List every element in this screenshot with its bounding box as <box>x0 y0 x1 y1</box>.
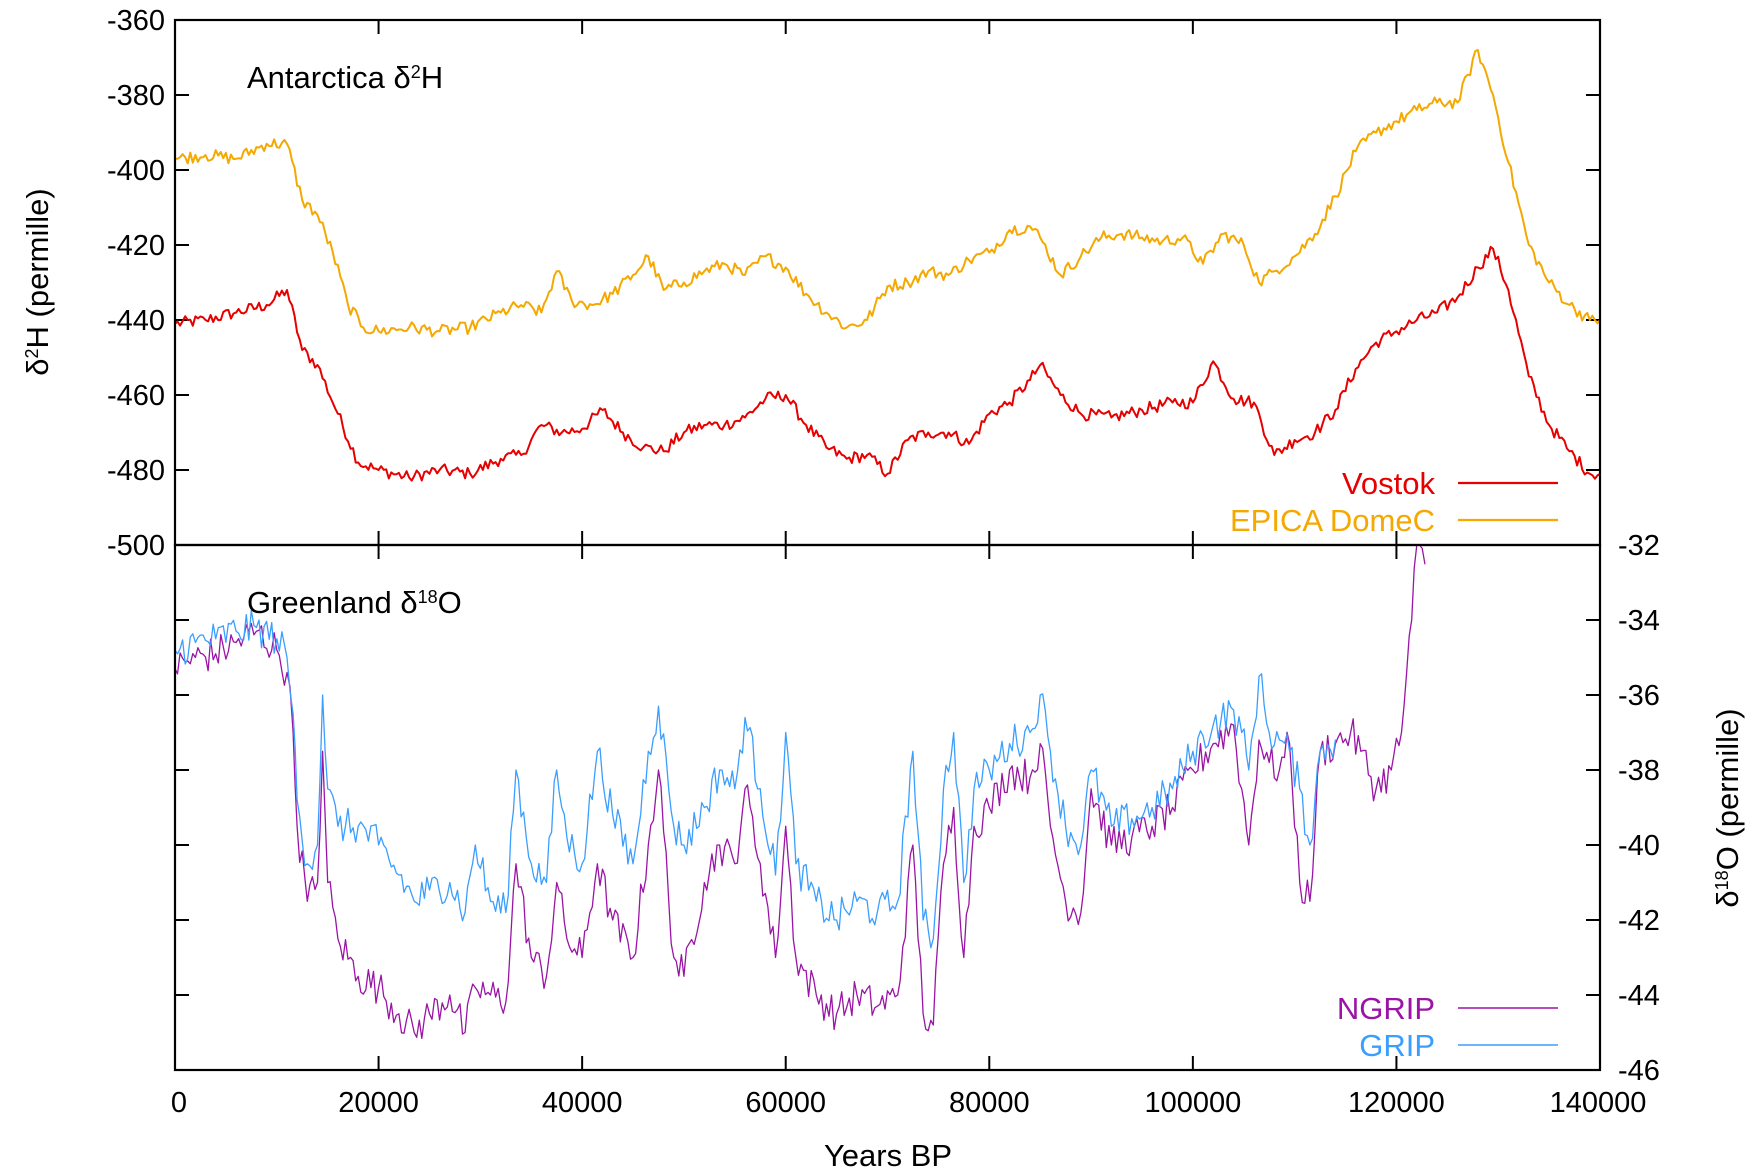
series-line-epica-domec <box>174 49 1601 338</box>
x-tick-label: 60000 <box>745 1087 826 1119</box>
legend-label: NGRIP <box>1337 991 1435 1026</box>
y-tick-label: -400 <box>107 155 165 187</box>
panel-greenland-y-axis-title: δ18O (permille) <box>1710 708 1745 907</box>
y-tick-label: -360 <box>107 5 165 37</box>
y-tick-label: -460 <box>107 380 165 412</box>
panel-greenland: -32-34-36-38-40-42-44-46 Greenland δ18O … <box>173 530 1745 1087</box>
panel-antarctica-y-axis-title: δ2H (permille) <box>20 188 55 375</box>
x-tick-label: 100000 <box>1144 1087 1241 1119</box>
y-tick-label: -500 <box>107 530 165 562</box>
panel-greenland-series <box>174 544 1426 1040</box>
panel-antarctica-series <box>174 49 1601 482</box>
legend-label: Vostok <box>1342 466 1436 501</box>
legend-label: EPICA DomeC <box>1230 503 1435 538</box>
panel-antarctica-ticks: -360 -380 -400 -420 -440 -460 -480 -500 <box>107 5 1600 562</box>
x-axis-ticks: 0 20000 40000 60000 80000 100000 120000 140000 <box>171 20 1646 1119</box>
series-line-ngrip <box>174 544 1426 1040</box>
y-tick-label: -380 <box>107 80 165 112</box>
x-axis-title: Years BP <box>824 1138 952 1170</box>
y-tick-label: -34 <box>1618 605 1660 637</box>
y-tick-label: -440 <box>107 305 165 337</box>
y-tick-label: -44 <box>1618 980 1660 1012</box>
y-tick-label: -32 <box>1618 530 1660 562</box>
series-line-grip <box>174 609 1337 949</box>
y-tick-label: -420 <box>107 230 165 262</box>
y-tick-label: -42 <box>1618 905 1660 937</box>
y-tick-label: -40 <box>1618 830 1660 862</box>
x-tick-label: 140000 <box>1550 1087 1647 1119</box>
panel-greenland-ticks: -32 -34 -36 -38 -40 -42 -44 -46 <box>175 530 1660 1087</box>
x-tick-label: 80000 <box>949 1087 1030 1119</box>
x-tick-label: 120000 <box>1348 1087 1445 1119</box>
panel-antarctica: -360 -380 -400 -420 -440 -460 -480 -500 Antarct… <box>20 5 1602 562</box>
panel-greenland-frame <box>173 543 1602 1072</box>
y-tick-label: -36 <box>1618 680 1660 712</box>
panel-greenland-title: Greenland δ18O <box>247 585 462 620</box>
x-tick-label: 0 <box>171 1087 187 1119</box>
series-line-vostok <box>174 245 1601 482</box>
x-tick-label: 40000 <box>542 1087 623 1119</box>
x-tick-label: 20000 <box>338 1087 419 1119</box>
y-tick-label: -46 <box>1618 1055 1660 1087</box>
y-tick-label: -38 <box>1618 755 1660 787</box>
panel-antarctica-title: Antarctica δ2H <box>247 60 443 95</box>
y-tick-label: -480 <box>107 455 165 487</box>
